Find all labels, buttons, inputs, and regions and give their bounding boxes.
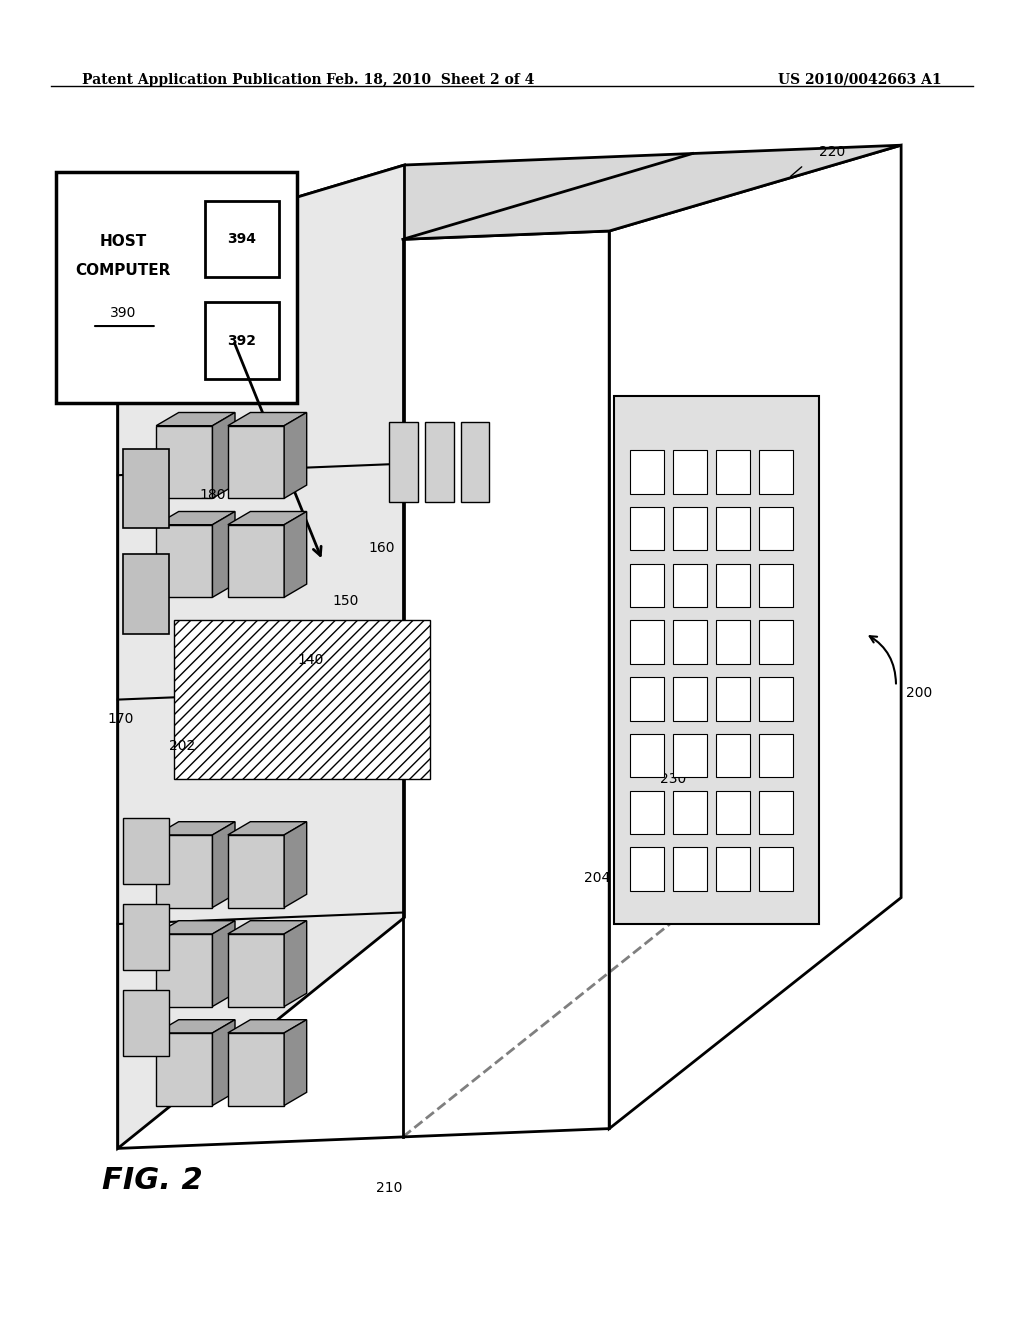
Bar	[227, 935, 285, 1006]
Bar	[716, 847, 750, 891]
Bar	[630, 507, 664, 550]
Bar	[156, 935, 213, 1006]
Polygon shape	[213, 921, 234, 1006]
Bar	[673, 734, 707, 777]
Bar	[630, 450, 664, 494]
Bar	[673, 507, 707, 550]
Bar	[759, 734, 793, 777]
Polygon shape	[227, 512, 307, 525]
Polygon shape	[227, 921, 307, 935]
Bar	[227, 425, 285, 499]
Text: 394: 394	[227, 232, 256, 246]
Bar	[630, 620, 664, 664]
Bar	[673, 450, 707, 494]
Bar	[630, 791, 664, 834]
Bar	[673, 564, 707, 607]
Bar	[614, 396, 819, 924]
Polygon shape	[156, 413, 234, 426]
Text: FIG. 2: FIG. 2	[102, 1166, 203, 1195]
Polygon shape	[118, 145, 901, 251]
Bar	[227, 836, 285, 908]
Text: US 2010/0042663 A1: US 2010/0042663 A1	[778, 73, 942, 87]
Bar	[630, 847, 664, 891]
Bar	[174, 620, 430, 779]
Bar	[759, 507, 793, 550]
Text: 220: 220	[819, 145, 846, 158]
Bar	[630, 564, 664, 607]
Bar	[156, 425, 213, 499]
Polygon shape	[213, 512, 234, 597]
Bar	[716, 677, 750, 721]
Bar	[759, 450, 793, 494]
Bar	[630, 734, 664, 777]
Text: Patent Application Publication: Patent Application Publication	[82, 73, 322, 87]
Bar	[123, 904, 169, 970]
Bar	[156, 1032, 213, 1106]
Bar	[156, 836, 213, 908]
Polygon shape	[285, 921, 307, 1006]
Text: 180: 180	[230, 462, 257, 475]
Text: HOST: HOST	[99, 234, 146, 249]
Polygon shape	[227, 413, 307, 426]
Text: 170: 170	[108, 713, 134, 726]
Bar	[759, 847, 793, 891]
Bar	[123, 990, 169, 1056]
Bar	[227, 1032, 285, 1106]
Text: COMPUTER: COMPUTER	[75, 263, 171, 279]
Polygon shape	[213, 413, 234, 499]
Bar	[716, 564, 750, 607]
Bar	[716, 791, 750, 834]
Text: 202: 202	[169, 739, 196, 752]
Bar	[205, 201, 279, 277]
Text: 200: 200	[906, 686, 933, 700]
Bar	[716, 507, 750, 550]
Bar	[716, 734, 750, 777]
Polygon shape	[156, 921, 234, 935]
Text: 392: 392	[227, 334, 256, 347]
Bar	[759, 564, 793, 607]
Text: 210: 210	[376, 1181, 402, 1195]
Bar	[389, 422, 418, 502]
Bar	[673, 677, 707, 721]
Bar	[673, 791, 707, 834]
Bar	[759, 791, 793, 834]
Text: 390: 390	[110, 306, 136, 319]
Polygon shape	[227, 1019, 307, 1032]
Bar	[123, 818, 169, 884]
Bar	[716, 620, 750, 664]
Bar	[123, 449, 169, 528]
Polygon shape	[285, 1019, 307, 1106]
Bar	[461, 422, 489, 502]
Polygon shape	[213, 821, 234, 908]
Bar	[227, 525, 285, 597]
Text: Feb. 18, 2010  Sheet 2 of 4: Feb. 18, 2010 Sheet 2 of 4	[326, 73, 535, 87]
Bar	[759, 677, 793, 721]
Polygon shape	[156, 512, 234, 525]
Bar	[156, 525, 213, 597]
Polygon shape	[213, 1019, 234, 1106]
Bar	[673, 620, 707, 664]
Polygon shape	[227, 821, 307, 836]
Bar	[630, 677, 664, 721]
Polygon shape	[156, 1019, 234, 1032]
Bar	[56, 172, 297, 403]
Bar	[425, 422, 454, 502]
Bar	[123, 554, 169, 634]
Polygon shape	[118, 165, 404, 1148]
Polygon shape	[285, 413, 307, 499]
Text: 230: 230	[660, 772, 687, 785]
Polygon shape	[156, 821, 234, 836]
Bar	[673, 847, 707, 891]
Text: 160: 160	[369, 541, 395, 554]
Text: 140: 140	[297, 653, 324, 667]
Text: 204: 204	[584, 871, 610, 884]
Polygon shape	[285, 512, 307, 597]
Bar	[716, 450, 750, 494]
Polygon shape	[285, 821, 307, 908]
Text: 180: 180	[200, 488, 226, 502]
Bar	[759, 620, 793, 664]
Bar	[205, 302, 279, 379]
Text: 150: 150	[333, 594, 359, 607]
